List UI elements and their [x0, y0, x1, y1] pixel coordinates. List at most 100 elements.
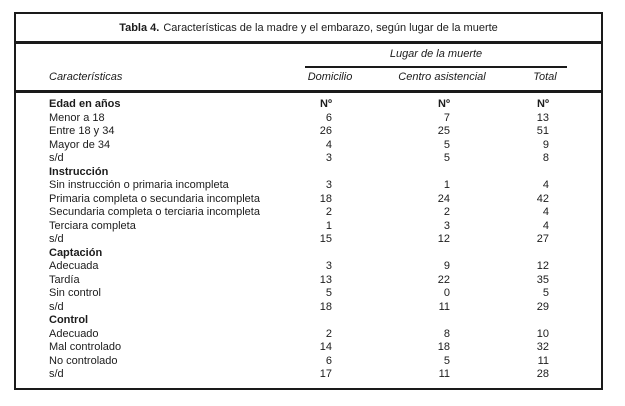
group-header-lugar-de-la-muerte: Lugar de la muerte [389, 48, 483, 60]
row-label: Mal controlado [49, 341, 122, 353]
cell-domicilio: 13 [319, 273, 332, 286]
cell-centro-asistencial: 24 [437, 192, 450, 205]
row-label: Control [49, 314, 89, 326]
col-header-caracteristicas: Características [49, 71, 123, 83]
table-row: Captación [16, 247, 601, 261]
table-row: Tardía 13 22 35 [16, 274, 601, 288]
cell-centro-asistencial: 11 [438, 368, 450, 380]
table-row: Control [16, 314, 601, 328]
table-row: Sin instrucción o primaria incompleta 3 1 4 [16, 179, 601, 193]
col-header-centro-asistencial: Centro asistencial [398, 71, 486, 83]
cell-total [450, 166, 549, 180]
table-row: Secundaria completa o terciaria incomple… [16, 206, 601, 220]
cell-total: 13 [536, 111, 549, 124]
cell-centro-asistencial: 11 [438, 300, 450, 313]
col-header-domicilio: Domicilio [307, 71, 353, 83]
cell-domicilio: 2 [325, 327, 332, 340]
cell-total: 4 [542, 206, 549, 218]
cell-centro-asistencial: 1 [443, 179, 450, 191]
cell-domicilio: 26 [319, 125, 332, 137]
cell-domicilio [272, 314, 332, 328]
row-label: Captación [49, 246, 103, 259]
cell-total: 35 [536, 273, 549, 286]
row-label: s/d [49, 152, 64, 164]
row-label: Instrucción [49, 165, 109, 178]
cell-centro-asistencial: 8 [443, 327, 450, 340]
cell-domicilio: 6 [325, 111, 332, 124]
row-label: Primaria completa o secundaria incomplet… [49, 192, 260, 205]
row-label: Adecuado [49, 327, 99, 340]
cell-total: 32 [536, 341, 549, 353]
row-label: Menor a 18 [49, 111, 105, 124]
table-row: No controlado 6 5 11 [16, 355, 601, 369]
cell-centro-asistencial: 0 [443, 287, 450, 299]
table-row: Primaria completa o secundaria incomplet… [16, 193, 601, 207]
table-row: Edad en años Nº Nº Nº [16, 98, 601, 112]
cell-centro-asistencial: 18 [437, 341, 450, 353]
table-row: Instrucción [16, 166, 601, 180]
cell-domicilio: 3 [325, 179, 332, 191]
cell-total [450, 247, 549, 261]
cell-domicilio [272, 166, 332, 180]
cell-centro-asistencial: 25 [437, 125, 450, 137]
table-row: Terciara completa 1 3 4 [16, 220, 601, 234]
cell-total: 10 [536, 327, 549, 340]
cell-domicilio: 3 [325, 152, 332, 164]
cell-total: 28 [536, 368, 549, 380]
table-title-prefix: Tabla 4. [119, 21, 160, 34]
row-label: s/d [49, 300, 64, 313]
row-label: Mayor de 34 [49, 138, 111, 151]
table-row: Mal controlado 14 18 32 [16, 341, 601, 355]
row-label: Adecuada [49, 260, 99, 272]
cell-total: 27 [536, 233, 549, 245]
table-row: s/d 18 11 29 [16, 301, 601, 315]
cell-total: 5 [542, 287, 549, 299]
cell-domicilio: 17 [319, 368, 332, 380]
row-label: Sin control [49, 287, 101, 299]
table-row: Menor a 18 6 7 13 [16, 112, 601, 126]
cell-centro-asistencial: 5 [443, 152, 450, 164]
table-row: Adecuado 2 8 10 [16, 328, 601, 342]
table-title: Tabla 4. Características de la madre y el… [16, 14, 601, 44]
table-row: s/d 15 12 27 [16, 233, 601, 247]
cell-centro-asistencial: 5 [443, 138, 450, 151]
row-label: s/d [49, 233, 64, 245]
cell-total: 4 [542, 219, 549, 232]
cell-domicilio: Nº [320, 98, 332, 110]
table-row: Mayor de 34 4 5 9 [16, 139, 601, 153]
cell-centro-asistencial: 12 [437, 233, 450, 245]
cell-domicilio: 14 [319, 341, 332, 353]
row-label: No controlado [49, 354, 118, 367]
cell-domicilio: 2 [325, 206, 332, 218]
cell-domicilio: 18 [319, 300, 332, 313]
row-label: s/d [49, 368, 64, 380]
cell-centro-asistencial: 9 [443, 260, 450, 272]
cell-centro-asistencial [332, 166, 450, 180]
cell-domicilio: 6 [325, 354, 332, 367]
table-row: Sin control 5 0 5 [16, 287, 601, 301]
table-row: Adecuada 3 9 12 [16, 260, 601, 274]
cell-total: 29 [536, 300, 549, 313]
row-label: Terciara completa [49, 219, 136, 232]
cell-centro-asistencial: 3 [443, 219, 450, 232]
cell-centro-asistencial: 5 [443, 354, 450, 367]
cell-centro-asistencial [332, 247, 450, 261]
table-row: s/d 17 11 28 [16, 368, 601, 382]
cell-total: 8 [542, 152, 549, 164]
row-label: Entre 18 y 34 [49, 125, 115, 137]
cell-total [450, 314, 549, 328]
cell-domicilio: 5 [325, 287, 332, 299]
cell-total: 12 [536, 260, 549, 272]
table-body: Edad en años Nº Nº Nº Menor a 18 6 7 13 Entre 18… [16, 93, 601, 382]
cell-centro-asistencial: 2 [443, 206, 450, 218]
cell-centro-asistencial: Nº [438, 98, 450, 110]
table-row: Entre 18 y 34 26 25 51 [16, 125, 601, 139]
col-header-total: Total [533, 71, 557, 83]
group-header-underline [305, 66, 567, 68]
row-label: Edad en años [49, 98, 121, 110]
cell-total: 11 [537, 354, 549, 367]
row-label: Tardía [49, 273, 80, 286]
cell-domicilio: 15 [319, 233, 332, 245]
cell-domicilio [272, 247, 332, 261]
cell-total: 9 [542, 138, 549, 151]
